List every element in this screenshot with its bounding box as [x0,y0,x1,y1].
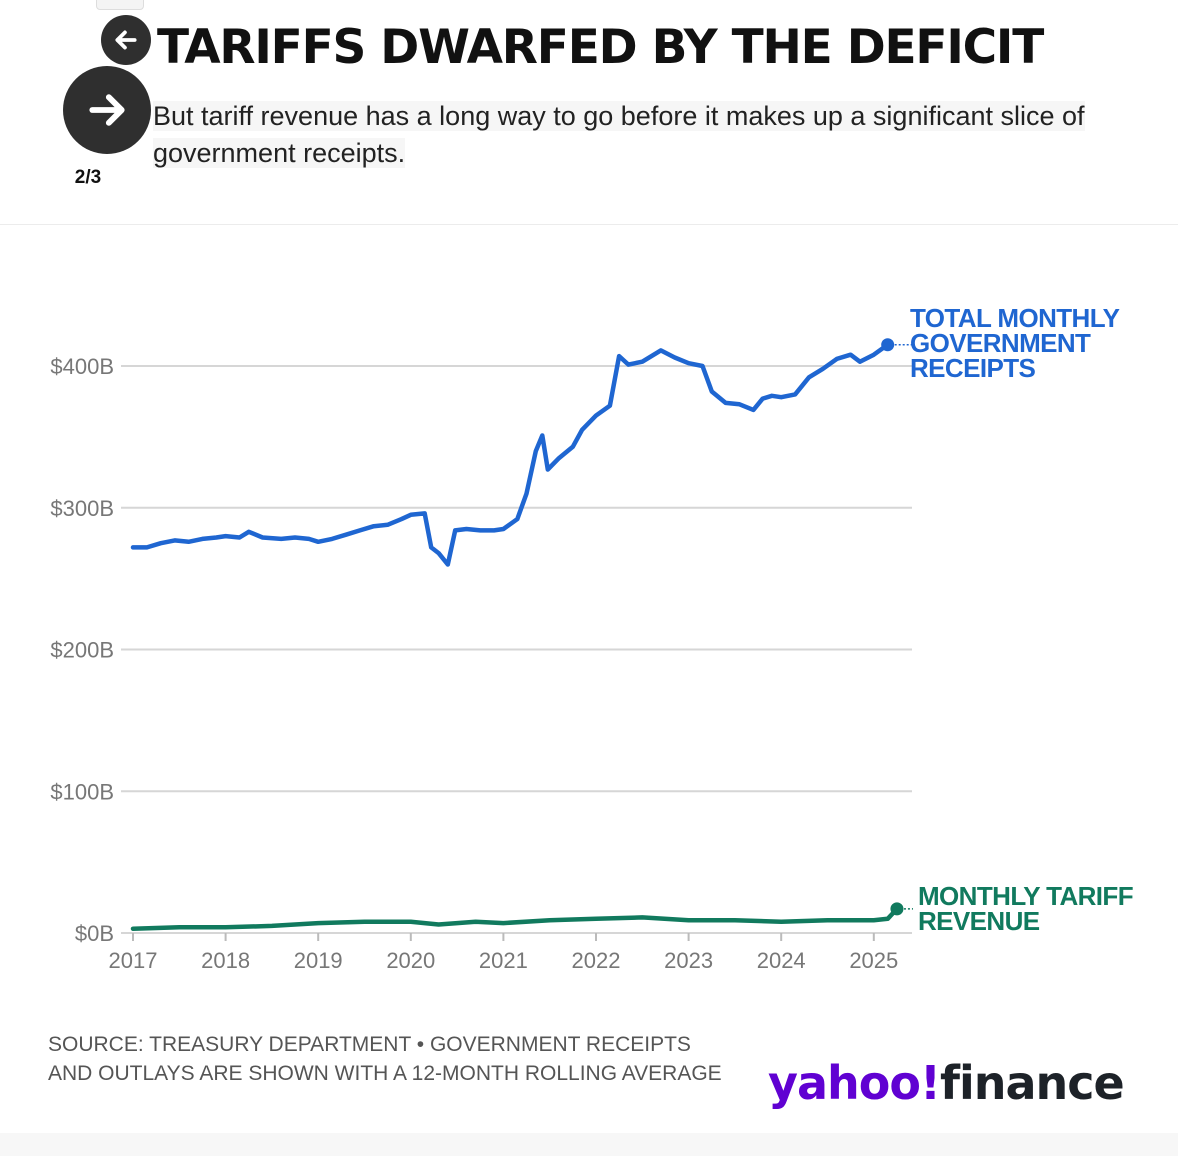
arrow-left-icon [115,30,137,50]
y-tick-label: $300B [50,496,114,521]
x-tick-label: 2017 [109,948,158,973]
arrow-right-icon [89,94,125,126]
series-label-line: MONTHLY TARIFF [918,881,1133,911]
x-tick-label: 2018 [201,948,250,973]
logo-yahoo: yahoo! [768,1056,941,1110]
x-tick-label: 2021 [479,948,528,973]
yahoo-finance-logo: yahoo!finance [768,1056,1125,1110]
receipts-end-marker [881,338,895,352]
series-label: MONTHLY TARIFF REVENUE [918,881,1133,936]
series-label-line: REVENUE [918,906,1040,936]
series-label-line: TOTAL MONTHLY [910,303,1120,333]
slide-counter: 2/3 [74,167,102,188]
x-tick-label: 2023 [664,948,713,973]
y-tick-label: $400B [50,354,114,379]
series-label-line: GOVERNMENT [910,328,1091,358]
receipts-line [130,342,890,567]
header-divider [0,224,1178,225]
footer-strip [0,1133,1178,1156]
x-tick-label: 2025 [849,948,898,973]
previous-slide-button[interactable] [101,15,151,65]
next-slide-button[interactable] [63,66,151,154]
tariff-end-marker [890,902,904,916]
chart-subtitle: But tariff revenue has a long way to go … [153,98,1113,172]
x-tick-label: 2020 [386,948,435,973]
y-tick-label: $200B [50,638,114,663]
logo-finance: finance [939,1056,1125,1110]
tariff-line [130,906,900,931]
series-label: TOTAL MONTHLY GOVERNMENT RECEIPTS [910,303,1120,383]
line-chart: $0B $100B $200B $300B $400B 2017 2018 2019 2020 2… [50,303,1133,973]
x-tick-label: 2019 [294,948,343,973]
chart-title: TARIFFS DWARFED BY THE DEFICIT [157,20,1044,75]
x-tick-label: 2024 [757,948,806,973]
corner-tab [96,0,144,10]
source-note: SOURCE: TREASURY DEPARTMENT • GOVERNMENT… [48,1033,722,1085]
x-tick-label: 2022 [572,948,621,973]
series-label-line: RECEIPTS [910,353,1035,383]
y-tick-label: $100B [50,779,114,804]
y-tick-label: $0B [75,921,114,946]
